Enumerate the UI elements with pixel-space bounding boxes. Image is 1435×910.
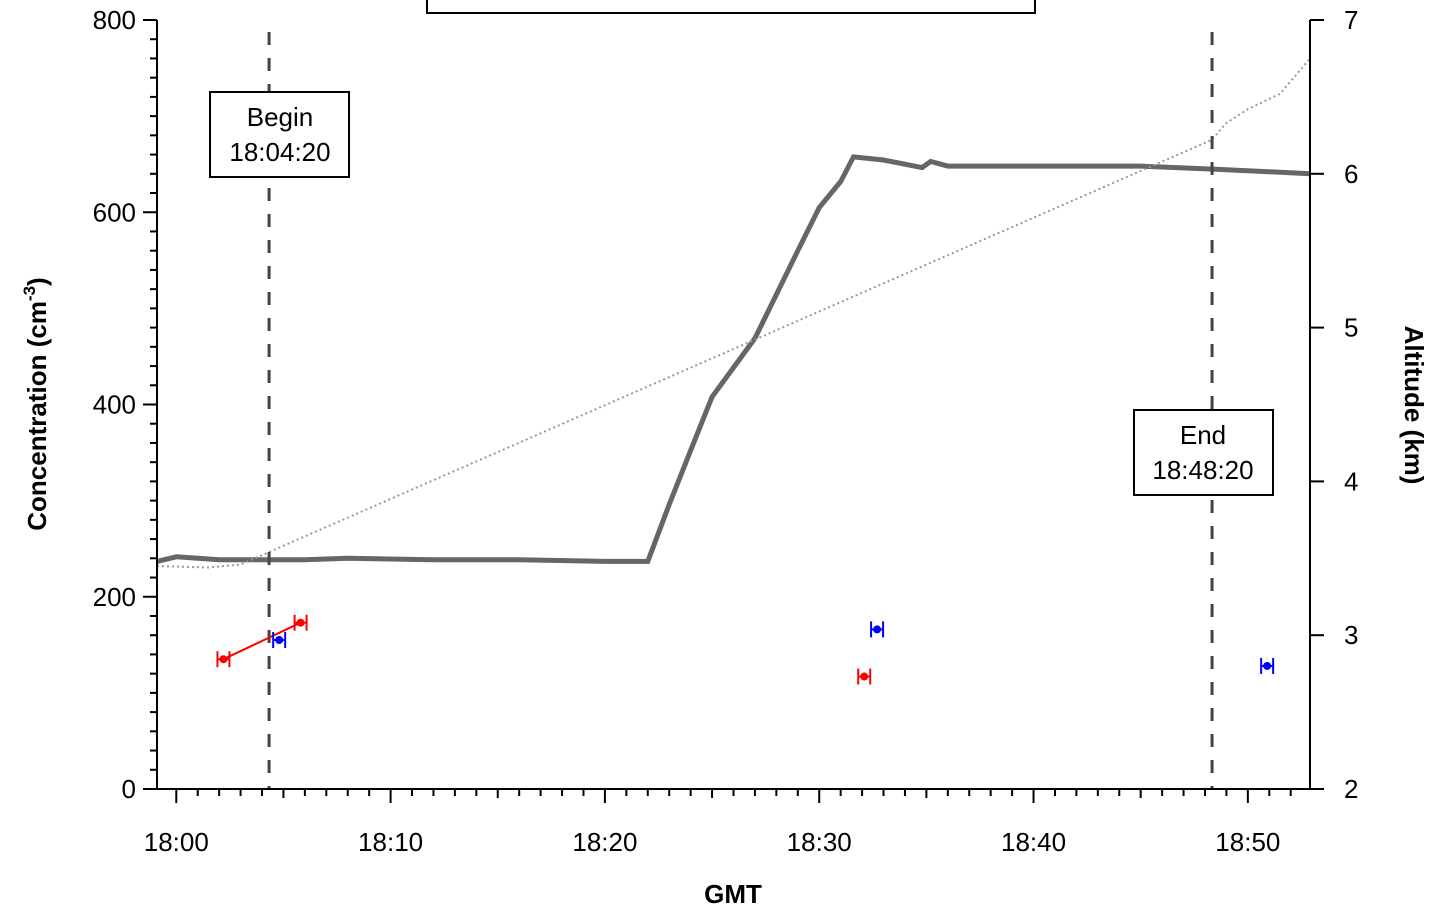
left-y-axis-title-exponent: -3	[20, 286, 39, 301]
x-tick-label: 18:30	[787, 827, 852, 857]
end-label-line2: 18:48:20	[1152, 455, 1253, 485]
right-y-tick-label: 2	[1344, 774, 1358, 804]
concentration-point	[1263, 661, 1272, 670]
x-tick-label: 18:00	[144, 827, 209, 857]
right-y-tick-label: 4	[1344, 466, 1358, 496]
concentration-series-group	[216, 614, 1275, 685]
left-y-axis-title: Concentration (cm-3)	[20, 277, 52, 530]
altitude-line	[156, 154, 1311, 564]
left-y-tick-label: 400	[93, 390, 136, 420]
left-y-axis-title-close: )	[22, 277, 52, 286]
left-y-tick-label: 600	[93, 197, 136, 227]
x-axis-ticks: 18:00 18:10 18:20 18:30 18:40 18:50	[144, 789, 1292, 857]
left-y-tick-label: 200	[93, 582, 136, 612]
altitude-dotted-line	[156, 57, 1311, 569]
concentration-point	[860, 672, 869, 681]
right-y-tick-label: 6	[1344, 159, 1358, 189]
right-y-tick-label: 5	[1344, 313, 1358, 343]
end-marker-label: End 18:48:20	[1133, 409, 1274, 496]
left-y-tick-label: 800	[93, 5, 136, 35]
x-tick-label: 18:10	[358, 827, 423, 857]
x-tick-label: 18:20	[572, 827, 637, 857]
right-y-axis-title: Altitude (km)	[1399, 326, 1429, 485]
concentration-point	[296, 618, 305, 627]
right-y-axis-ticks: 2 3 4 5 6 7	[1310, 5, 1358, 804]
end-label-line1: End	[1180, 420, 1226, 450]
event-marker-group	[267, 32, 1214, 789]
x-tick-label: 18:50	[1215, 827, 1280, 857]
concentration-point	[873, 625, 882, 634]
plot-layer	[156, 32, 1311, 789]
top-annotation-box	[426, 0, 1036, 14]
x-axis-title: GMT	[704, 879, 762, 909]
concentration-connector-line	[222, 621, 302, 661]
left-y-axis-ticks: 0 200 400 600 800	[93, 5, 157, 804]
concentration-point	[219, 655, 228, 664]
left-y-tick-label: 0	[122, 774, 136, 804]
concentration-point	[275, 636, 284, 645]
axes: 18:00 18:10 18:20 18:30 18:40 18:50 020040060…	[93, 5, 1359, 857]
right-y-tick-label: 7	[1344, 5, 1358, 35]
x-tick-label: 18:40	[1001, 827, 1066, 857]
left-y-axis-title-main: Concentration (cm	[22, 301, 52, 531]
begin-marker-label: Begin 18:04:20	[209, 91, 350, 178]
begin-label-line1: Begin	[247, 102, 314, 132]
begin-label-line2: 18:04:20	[229, 137, 330, 167]
altitude-series-group	[156, 57, 1311, 569]
right-y-tick-label: 3	[1344, 620, 1358, 650]
end-label-box	[1133, 409, 1274, 496]
begin-label-box	[209, 91, 350, 178]
